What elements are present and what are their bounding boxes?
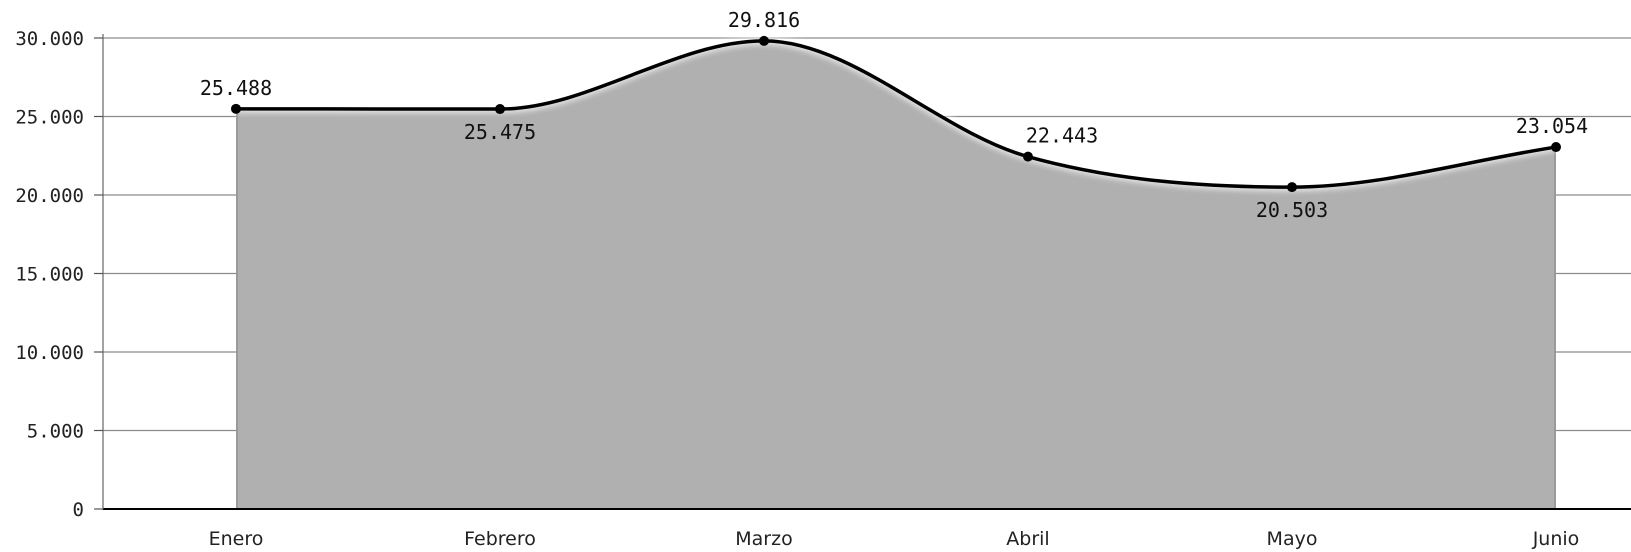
data-labels: 25.488 25.475 29.816 22.443 20.503 23.054 (200, 8, 1588, 222)
data-label-mayo: 20.503 (1256, 198, 1328, 222)
y-tick-label: 0 (73, 499, 84, 521)
area-fill (236, 40, 1556, 510)
y-tick-label: 10.000 (15, 342, 84, 364)
x-tick-label-junio: Junio (1532, 528, 1580, 550)
x-axis-ticks: Enero Febrero Marzo Abril Mayo Junio (209, 528, 1580, 550)
x-tick-label-mayo: Mayo (1267, 528, 1318, 550)
x-tick-label-marzo: Marzo (735, 528, 792, 550)
x-tick-label-febrero: Febrero (464, 528, 536, 550)
data-markers (231, 35, 1561, 193)
data-point-febrero (495, 104, 505, 115)
y-tick-label: 5.000 (27, 421, 84, 443)
data-label-febrero: 25.475 (464, 120, 536, 144)
area-fill-group (236, 40, 1556, 510)
data-label-marzo: 29.816 (728, 8, 800, 32)
y-tick-label: 25.000 (15, 107, 84, 129)
x-tick-label-abril: Abril (1006, 528, 1049, 550)
y-tick-label: 30.000 (15, 28, 84, 50)
data-point-mayo (1287, 182, 1297, 193)
axes (102, 34, 1631, 510)
data-point-marzo (759, 35, 769, 46)
data-label-enero: 25.488 (200, 76, 272, 100)
y-tick-label: 15.000 (15, 264, 84, 286)
data-point-enero (231, 103, 241, 114)
data-label-junio: 23.054 (1516, 114, 1588, 138)
x-tick-label-enero: Enero (209, 528, 264, 550)
data-point-abril (1023, 151, 1033, 162)
series-line-group (235, 36, 1557, 192)
data-label-abril: 22.443 (1026, 124, 1098, 148)
y-axis-ticks: 0 5.000 10.000 15.000 20.000 25.000 30.000 (15, 28, 103, 521)
data-point-junio (1551, 142, 1561, 153)
series-line (235, 39, 1557, 189)
y-tick-label: 20.000 (15, 185, 84, 207)
